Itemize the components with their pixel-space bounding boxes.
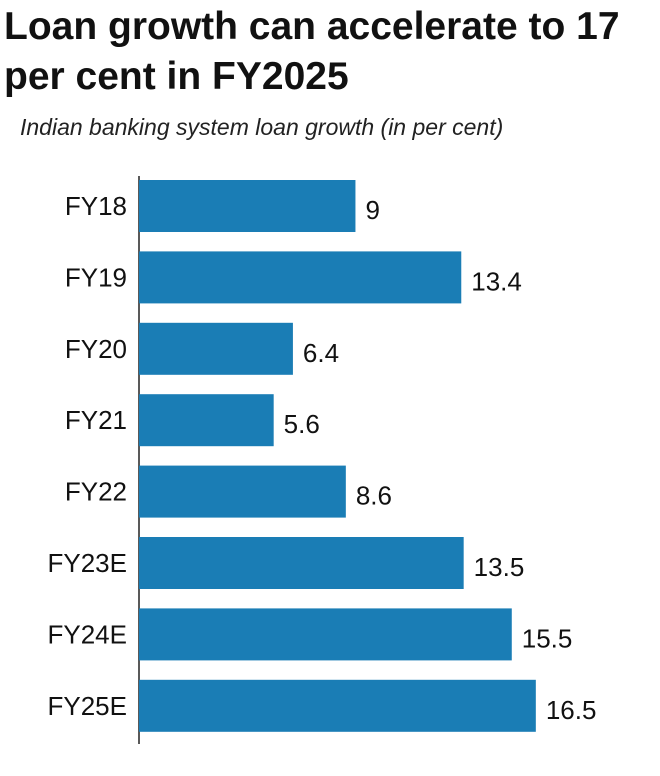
category-label-fy24e: FY24E — [48, 619, 128, 649]
value-label-fy23e: 13.5 — [474, 552, 525, 582]
category-label-fy25e: FY25E — [48, 691, 128, 721]
category-label-fy18: FY18 — [65, 191, 127, 221]
value-label-fy22: 8.6 — [356, 481, 392, 511]
category-label-fy19: FY19 — [65, 262, 127, 292]
bar-fy25e — [139, 679, 536, 732]
category-label-fy21: FY21 — [65, 405, 127, 435]
bar-fy18 — [139, 180, 356, 232]
bar-fy24e — [139, 608, 512, 661]
value-label-fy25e: 16.5 — [546, 695, 597, 725]
bars-group: FY18 9 FY19 13.4 FY20 6.4 FY21 5.6 FY22 8.6 FY23E 1… — [48, 180, 597, 732]
category-label-fy20: FY20 — [65, 334, 127, 364]
bar-fy23e — [139, 537, 464, 589]
bar-fy19 — [139, 251, 462, 304]
value-label-fy18: 9 — [365, 195, 379, 225]
value-label-fy19: 13.4 — [471, 266, 522, 296]
chart-title: Loan growth can accelerate to 17 per cen… — [4, 5, 620, 98]
bar-fy22 — [139, 465, 346, 518]
value-label-fy24e: 15.5 — [522, 623, 573, 653]
category-label-fy23e: FY23E — [48, 548, 128, 578]
category-label-fy22: FY22 — [65, 477, 127, 507]
value-label-fy20: 6.4 — [303, 338, 339, 368]
bar-fy21 — [139, 394, 274, 447]
bar-fy20 — [139, 322, 293, 375]
chart-subtitle: Indian banking system loan growth (in pe… — [20, 114, 504, 140]
value-label-fy21: 5.6 — [284, 409, 320, 439]
